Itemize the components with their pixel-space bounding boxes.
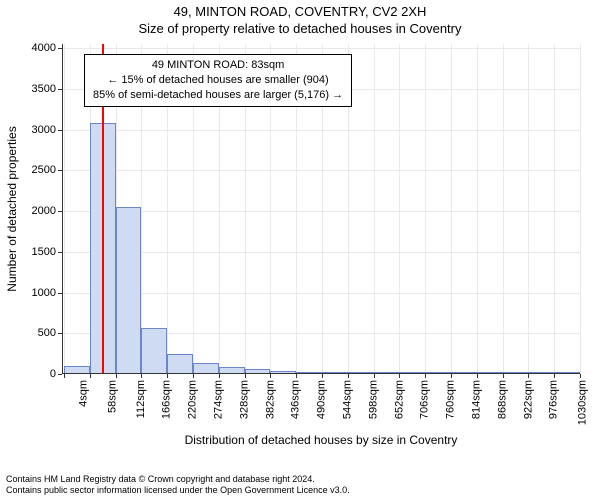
attribution-line-2: Contains public sector information licen… — [6, 485, 350, 497]
gridline-vertical — [477, 44, 478, 374]
gridline-vertical — [528, 44, 529, 374]
x-tick-label: 220sqm — [187, 380, 199, 419]
x-tick-label: 652sqm — [393, 380, 405, 419]
x-tick-label: 814sqm — [471, 380, 483, 419]
x-tick-mark — [503, 374, 504, 378]
x-tick-mark — [477, 374, 478, 378]
x-tick-mark — [116, 374, 117, 378]
y-tick-label: 1500 — [32, 246, 56, 258]
x-tick-label: 436sqm — [290, 380, 302, 419]
x-tick-mark — [399, 374, 400, 378]
x-tick-mark — [528, 374, 529, 378]
x-tick-label: 1030sqm — [577, 380, 589, 425]
y-tick-label: 2500 — [32, 164, 56, 176]
histogram-bar — [116, 207, 142, 374]
x-tick-mark — [322, 374, 323, 378]
gridline-vertical — [425, 44, 426, 374]
x-tick-label: 760sqm — [445, 380, 457, 419]
chart-header: 49, MINTON ROAD, COVENTRY, CV2 2XH Size … — [0, 0, 600, 38]
x-tick-mark — [554, 374, 555, 378]
x-tick-mark — [141, 374, 142, 378]
x-tick-label: 490sqm — [316, 380, 328, 419]
x-axis-line — [62, 373, 580, 374]
gridline-vertical — [554, 44, 555, 374]
x-tick-mark — [451, 374, 452, 378]
gridline-vertical — [64, 44, 65, 374]
x-tick-mark — [245, 374, 246, 378]
y-tick-label: 0 — [50, 368, 56, 380]
info-box: 49 MINTON ROAD: 83sqm ← 15% of detached … — [84, 54, 352, 107]
x-tick-mark — [167, 374, 168, 378]
x-tick-label: 274sqm — [212, 380, 224, 419]
header-subtitle: Size of property relative to detached ho… — [0, 21, 600, 38]
gridline-vertical — [503, 44, 504, 374]
gridline-vertical — [399, 44, 400, 374]
x-tick-mark — [219, 374, 220, 378]
x-tick-label: 706sqm — [419, 380, 431, 419]
header-address: 49, MINTON ROAD, COVENTRY, CV2 2XH — [0, 4, 600, 21]
x-tick-mark — [90, 374, 91, 378]
x-tick-label: 976sqm — [548, 380, 560, 419]
y-tick-label: 2000 — [32, 205, 56, 217]
attribution-block: Contains HM Land Registry data © Crown c… — [6, 474, 350, 497]
y-axis-title: Number of detached properties — [5, 126, 19, 291]
x-tick-mark — [193, 374, 194, 378]
x-tick-label: 58sqm — [106, 380, 118, 413]
y-tick-label: 3500 — [32, 83, 56, 95]
x-tick-mark — [64, 374, 65, 378]
x-tick-mark — [270, 374, 271, 378]
histogram-bar — [167, 354, 193, 374]
x-tick-label: 922sqm — [522, 380, 534, 419]
y-tick-label: 4000 — [32, 42, 56, 54]
x-tick-label: 382sqm — [264, 380, 276, 419]
y-tick-label: 500 — [38, 327, 56, 339]
attribution-line-1: Contains HM Land Registry data © Crown c… — [6, 474, 350, 486]
x-tick-mark — [425, 374, 426, 378]
x-tick-mark — [348, 374, 349, 378]
x-tick-mark — [296, 374, 297, 378]
histogram-bar — [141, 328, 167, 374]
y-tick-label: 3000 — [32, 124, 56, 136]
y-axis-line — [62, 44, 63, 374]
x-tick-label: 4sqm — [77, 380, 89, 407]
x-tick-label: 166sqm — [161, 380, 173, 419]
info-line-3: 85% of semi-detached houses are larger (… — [93, 88, 343, 103]
x-tick-label: 598sqm — [367, 380, 379, 419]
gridline-vertical — [580, 44, 581, 374]
x-axis-title: Distribution of detached houses by size … — [185, 433, 458, 447]
x-tick-label: 544sqm — [342, 380, 354, 419]
gridline-vertical — [374, 44, 375, 374]
y-tick-label: 1000 — [32, 287, 56, 299]
info-line-1: 49 MINTON ROAD: 83sqm — [93, 58, 343, 73]
gridline-vertical — [451, 44, 452, 374]
x-tick-mark — [374, 374, 375, 378]
x-tick-label: 328sqm — [238, 380, 250, 419]
x-tick-label: 868sqm — [496, 380, 508, 419]
x-tick-label: 112sqm — [135, 380, 147, 418]
y-tick-mark — [58, 374, 62, 375]
info-line-2: ← 15% of detached houses are smaller (90… — [93, 73, 343, 88]
x-tick-mark — [580, 374, 581, 378]
